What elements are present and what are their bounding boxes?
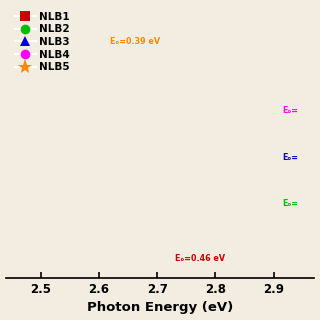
Legend: NLB1, NLB2, NLB3, NLB4, NLB5: NLB1, NLB2, NLB3, NLB4, NLB5 <box>14 11 71 73</box>
Text: Eₒ=0.39 eV: Eₒ=0.39 eV <box>110 37 161 46</box>
Text: Eₒ=: Eₒ= <box>282 199 298 208</box>
X-axis label: Photon Energy (eV): Photon Energy (eV) <box>87 301 233 315</box>
Text: Eₒ=: Eₒ= <box>282 153 298 162</box>
Text: Eₒ=0.46 eV: Eₒ=0.46 eV <box>175 254 225 263</box>
Text: Eₒ=: Eₒ= <box>282 106 298 115</box>
